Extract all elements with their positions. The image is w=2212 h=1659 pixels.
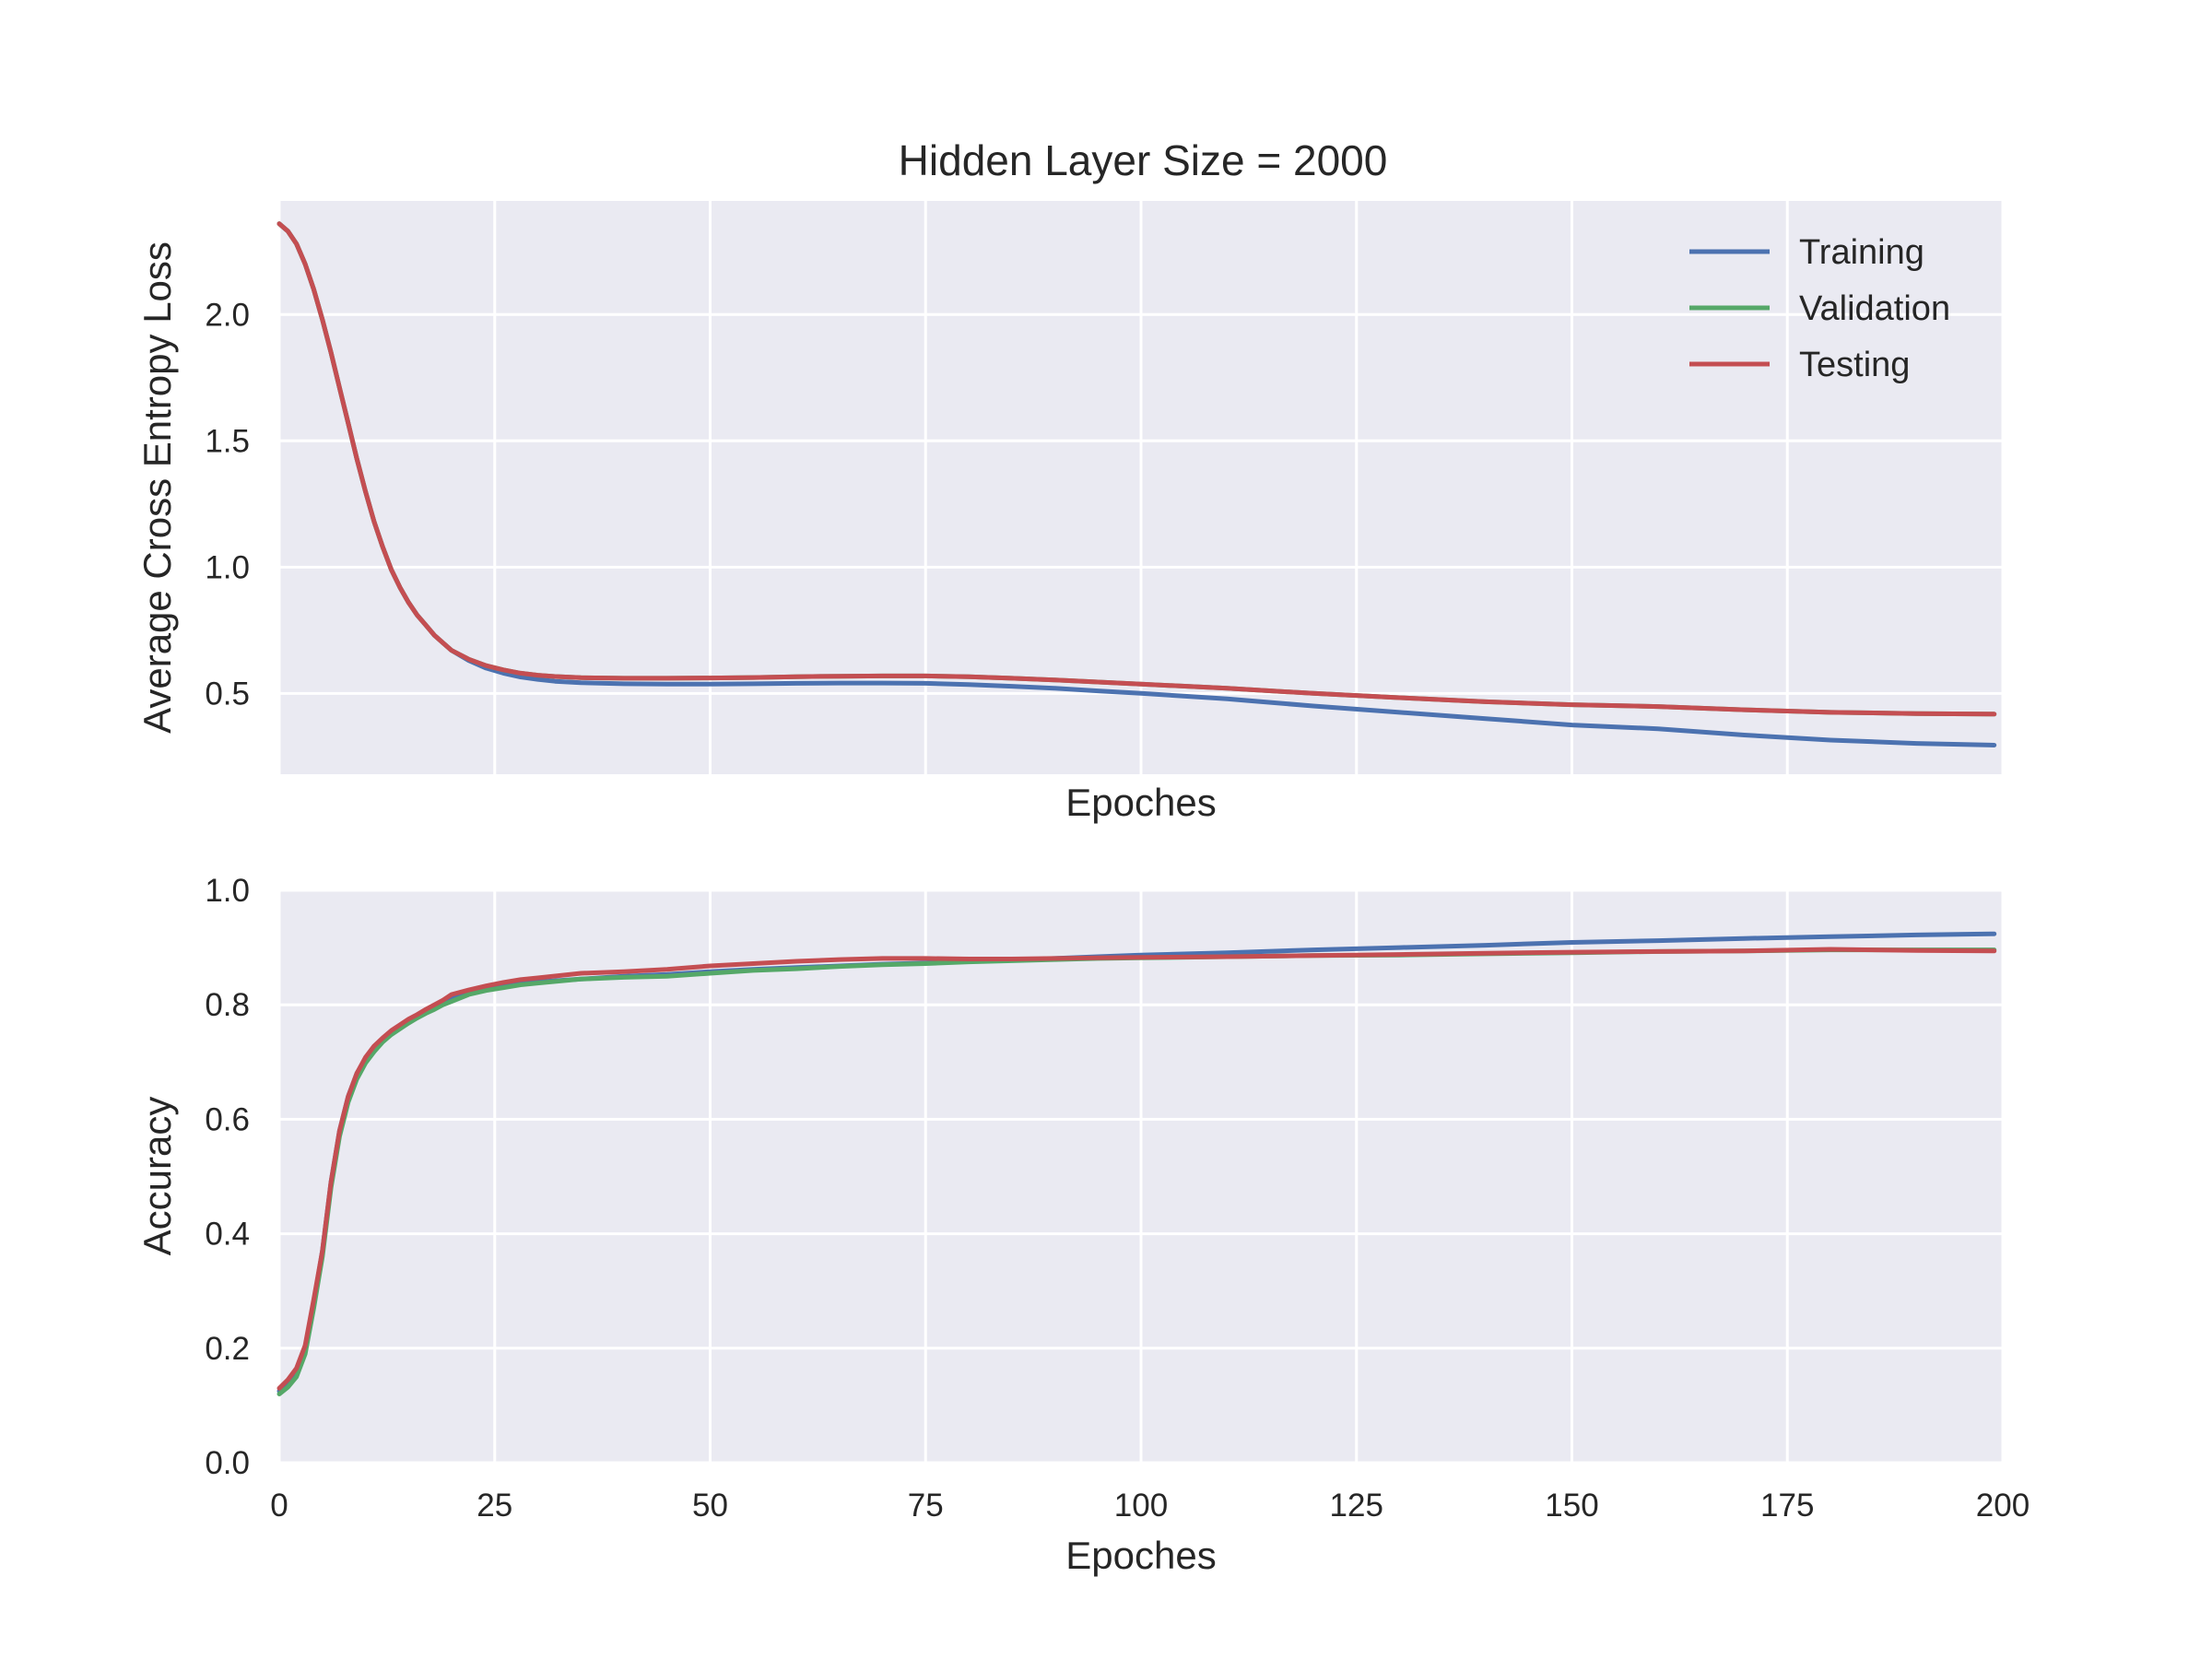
accuracy-gridlines [277, 888, 2005, 1465]
accuracy-y-tick-labels: 0.0 0.2 0.4 0.6 0.8 1.0 [205, 873, 250, 1481]
loss-series-lines [276, 221, 1997, 747]
accuracy-x-tick-label: 50 [692, 1488, 728, 1524]
accuracy-series-lines [276, 931, 1997, 1396]
loss-y-tick-label: 2.0 [205, 297, 250, 333]
accuracy-x-tick-label: 25 [477, 1488, 512, 1524]
loss-y-axis-label: Average Cross Entropy Loss [135, 241, 179, 734]
figure-title: Hidden Layer Size = 2000 [899, 136, 1388, 184]
accuracy-x-tick-label: 200 [1976, 1488, 2030, 1524]
accuracy-y-tick-label: 0.6 [205, 1101, 250, 1137]
loss-y-tick-label: 0.5 [205, 676, 250, 712]
accuracy-x-tick-label: 0 [270, 1488, 288, 1524]
accuracy-y-tick-label: 0.2 [205, 1331, 250, 1367]
loss-subplot: 0.5 1.0 1.5 2.0 Epoches Average Cross Entro… [135, 201, 2005, 824]
accuracy-y-tick-label: 0.4 [205, 1217, 250, 1253]
legend-training-label: Training [1799, 233, 1924, 272]
accuracy-y-tick-label: 0.0 [205, 1445, 250, 1481]
accuracy-x-tick-label: 125 [1330, 1488, 1383, 1524]
accuracy-testing-line [276, 947, 1997, 1391]
accuracy-x-tick-label: 150 [1545, 1488, 1598, 1524]
loss-testing-line [276, 221, 1997, 717]
legend-testing-label: Testing [1799, 346, 1910, 384]
accuracy-x-tick-label: 75 [908, 1488, 944, 1524]
loss-x-axis-label: Epoches [1065, 781, 1216, 824]
loss-y-tick-label: 1.5 [205, 423, 250, 459]
legend: Training Validation Testing [1689, 233, 1950, 384]
loss-y-tick-labels: 0.5 1.0 1.5 2.0 [205, 297, 250, 712]
accuracy-y-tick-label: 0.8 [205, 987, 250, 1023]
accuracy-y-tick-label: 1.0 [205, 873, 250, 909]
legend-validation-label: Validation [1799, 289, 1950, 328]
accuracy-x-tick-label: 175 [1760, 1488, 1814, 1524]
accuracy-x-tick-labels: 0 25 50 75 100 125 150 175 200 [270, 1488, 2030, 1524]
accuracy-subplot: 0.0 0.2 0.4 0.6 0.8 1.0 0 25 50 75 100 125 150 175 20… [135, 873, 2030, 1577]
loss-gridlines [277, 201, 2005, 774]
accuracy-x-tick-label: 100 [1114, 1488, 1168, 1524]
accuracy-x-axis-label: Epoches [1065, 1534, 1216, 1577]
loss-y-tick-label: 1.0 [205, 549, 250, 585]
accuracy-y-axis-label: Accuracy [135, 1097, 179, 1256]
